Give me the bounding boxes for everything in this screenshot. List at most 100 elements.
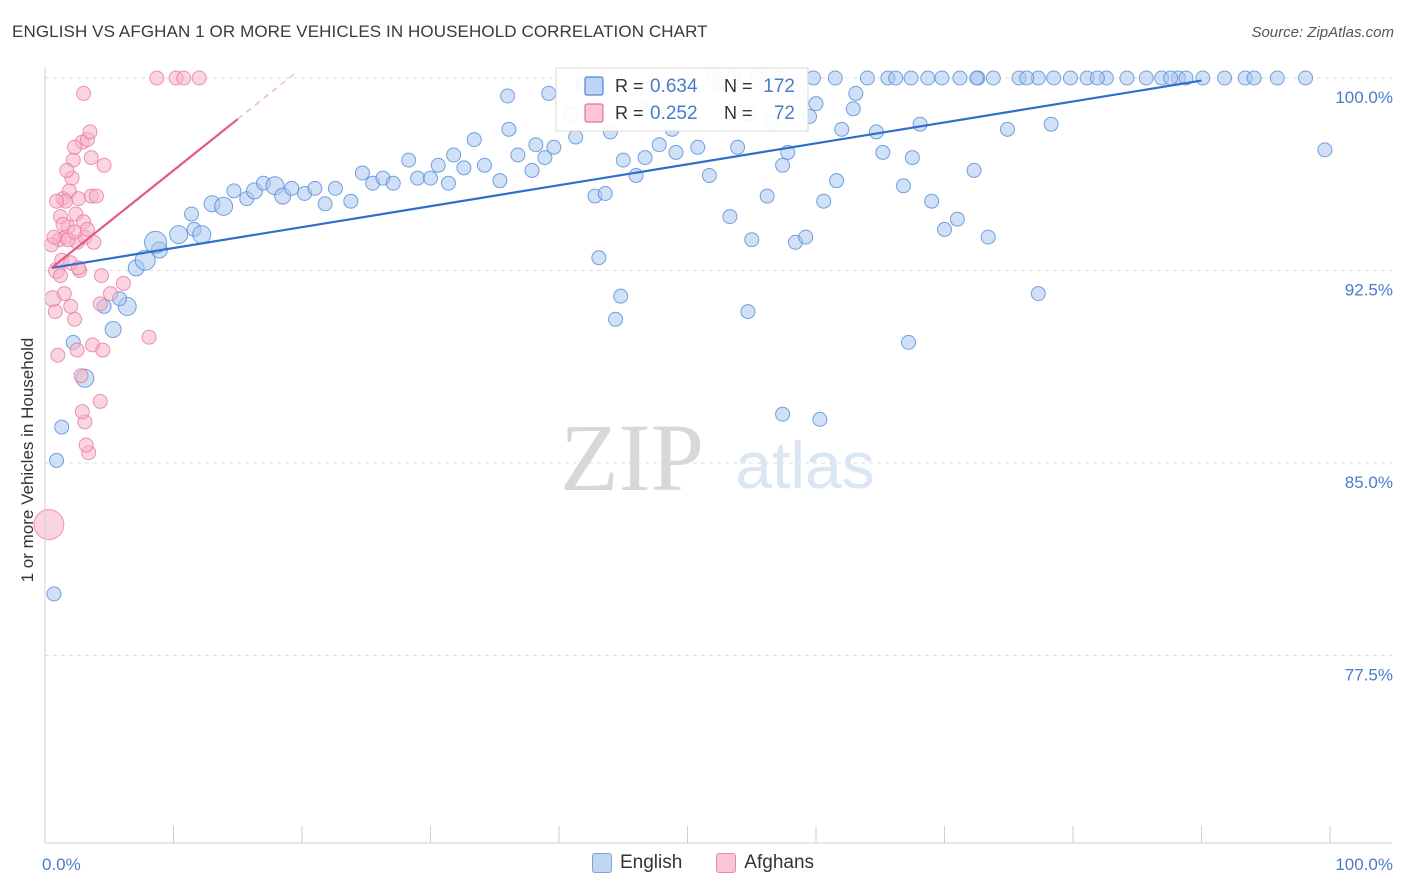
english-point xyxy=(192,225,212,245)
afghans-point xyxy=(55,216,71,232)
afghans-point xyxy=(115,275,131,291)
english-point xyxy=(690,139,706,155)
afghans-point xyxy=(88,188,104,204)
english-point xyxy=(952,70,968,86)
english-point xyxy=(1298,70,1314,86)
afghans-point xyxy=(141,329,157,345)
english-point xyxy=(949,211,965,227)
english-point xyxy=(875,144,891,160)
english-point xyxy=(183,206,199,222)
axis-layer: 100.0% 92.5% 85.0% 77.5% 0.0% 100.0% xyxy=(42,67,1393,874)
english-point xyxy=(1163,70,1179,86)
english-point xyxy=(500,88,516,104)
english-point xyxy=(808,96,824,112)
english-point xyxy=(492,173,508,189)
english-point xyxy=(845,101,861,117)
english-point xyxy=(466,132,482,148)
afghans-point xyxy=(92,296,108,312)
english-point xyxy=(805,70,821,86)
legend-r-label: R = xyxy=(615,103,644,123)
x-tick-label: 100.0% xyxy=(1335,855,1393,874)
afghans-point xyxy=(70,191,86,207)
english-point xyxy=(759,188,775,204)
english-point xyxy=(744,232,760,248)
afghans-point xyxy=(69,342,85,358)
watermark: ZIP atlas xyxy=(560,404,875,511)
english-point xyxy=(812,411,828,427)
watermark-zip: ZIP xyxy=(560,404,704,511)
english-point xyxy=(410,170,426,186)
legend-r-value: 0.252 xyxy=(650,103,698,124)
english-point xyxy=(541,85,557,101)
english-point xyxy=(440,175,456,191)
afghans-point xyxy=(94,268,110,284)
afghans-point xyxy=(149,70,165,86)
english-point xyxy=(1195,70,1211,86)
afghans-point xyxy=(33,509,65,541)
english-point xyxy=(934,70,950,86)
legend-r-label: R = xyxy=(615,76,644,96)
english-point xyxy=(613,288,629,304)
english-point xyxy=(722,209,738,225)
points-layer xyxy=(33,70,1333,602)
english-point xyxy=(730,139,746,155)
english-point xyxy=(628,168,644,184)
english-point xyxy=(827,70,843,86)
english-point xyxy=(307,180,323,196)
legend-n-label: N = xyxy=(724,76,753,96)
legend-swatch-afghans xyxy=(716,853,737,873)
english-point xyxy=(501,121,517,137)
chart-title: ENGLISH VS AFGHAN 1 OR MORE VEHICLES IN … xyxy=(12,22,708,41)
english-point xyxy=(354,165,370,181)
english-point xyxy=(169,225,189,245)
english-point xyxy=(834,121,850,137)
english-point xyxy=(144,230,168,254)
afghans-point xyxy=(103,286,119,302)
x-tick-label: 0.0% xyxy=(42,855,81,874)
y-tick-label: 77.5% xyxy=(1345,666,1393,685)
english-point xyxy=(966,162,982,178)
afghans-point xyxy=(67,139,83,155)
legend-r-value: 0.634 xyxy=(650,76,698,97)
afghans-trend-extension xyxy=(237,72,297,120)
afghans-point xyxy=(49,193,65,209)
y-tick-label: 100.0% xyxy=(1335,88,1393,107)
english-point xyxy=(54,419,70,435)
english-point xyxy=(423,170,438,186)
legend-swatch-english xyxy=(591,853,612,873)
english-point xyxy=(546,139,562,155)
afghans-point xyxy=(46,229,62,245)
trend-layer xyxy=(50,72,1202,270)
english-point xyxy=(924,193,940,209)
legend-item-english[interactable]: English xyxy=(591,852,682,874)
english-point xyxy=(904,150,920,166)
english-point xyxy=(284,180,300,196)
english-point xyxy=(1269,70,1285,86)
english-point xyxy=(1019,70,1035,86)
english-point xyxy=(430,157,446,173)
english-point xyxy=(999,121,1015,137)
legend-item-afghans[interactable]: Afghans xyxy=(716,852,814,874)
english-point xyxy=(701,168,717,184)
english-point xyxy=(1046,70,1062,86)
afghans-trend-line xyxy=(50,118,239,269)
afghans-point xyxy=(63,298,79,314)
watermark-atlas: atlas xyxy=(735,428,874,502)
afghans-point xyxy=(52,268,68,284)
english-point xyxy=(476,157,492,173)
english-point xyxy=(888,70,904,86)
source-label: Source: ZipAtlas.com xyxy=(1251,24,1394,41)
english-point xyxy=(1317,142,1333,158)
english-point xyxy=(969,70,985,86)
english-point xyxy=(1246,70,1262,86)
afghans-point xyxy=(92,393,108,409)
english-point xyxy=(385,175,401,191)
english-point xyxy=(816,193,832,209)
english-point xyxy=(401,152,417,168)
english-point xyxy=(1030,286,1046,302)
english-point xyxy=(637,150,653,166)
english-trend-line xyxy=(51,79,1202,270)
y-tick-label: 92.5% xyxy=(1345,281,1393,300)
afghans-point xyxy=(79,221,95,237)
